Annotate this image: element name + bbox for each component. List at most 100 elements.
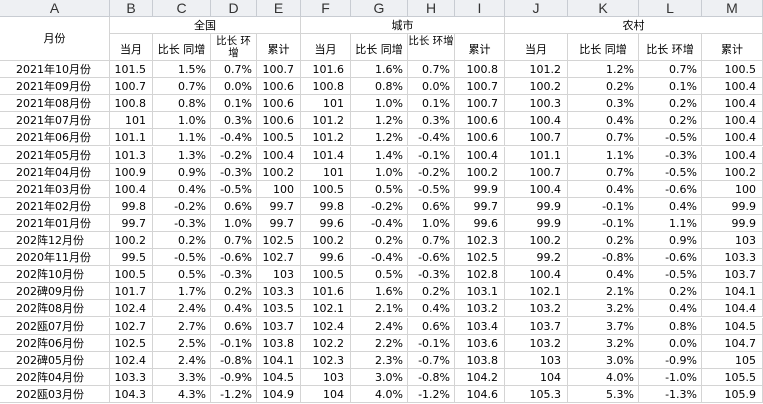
table-cell[interactable]: 0.0%: [639, 334, 702, 352]
table-cell[interactable]: 99.9: [702, 214, 763, 232]
table-cell[interactable]: 103.2: [455, 300, 505, 318]
table-cell[interactable]: 100.2: [702, 163, 763, 181]
table-cell[interactable]: 103.5: [257, 300, 301, 318]
table-cell[interactable]: -0.6%: [639, 180, 702, 198]
table-cell[interactable]: 103.1: [455, 283, 505, 301]
table-cell[interactable]: 100.7: [505, 129, 568, 147]
table-cell[interactable]: 1.0%: [211, 214, 257, 232]
table-cell[interactable]: 1.3%: [153, 146, 211, 164]
table-cell[interactable]: 100.6: [257, 78, 301, 96]
table-cell[interactable]: 103: [301, 368, 351, 386]
table-cell[interactable]: 0.2%: [211, 283, 257, 301]
row-month-label[interactable]: 2021年07月份: [0, 112, 110, 130]
row-month-label[interactable]: 202碑05月份: [0, 351, 110, 369]
column-header-f[interactable]: F: [301, 0, 351, 17]
row-month-label[interactable]: 202阵04月份: [0, 368, 110, 386]
table-cell[interactable]: 99.9: [505, 197, 568, 215]
table-cell[interactable]: -0.3%: [408, 266, 455, 284]
table-cell[interactable]: 99.9: [455, 180, 505, 198]
table-cell[interactable]: 0.8%: [639, 317, 702, 335]
column-header-h[interactable]: H: [408, 0, 455, 17]
table-cell[interactable]: 3.0%: [568, 351, 639, 369]
table-cell[interactable]: -0.8%: [211, 351, 257, 369]
table-cell[interactable]: 0.5%: [153, 266, 211, 284]
table-cell[interactable]: 100.4: [505, 112, 568, 130]
table-cell[interactable]: 99.8: [301, 197, 351, 215]
table-cell[interactable]: 0.4%: [153, 180, 211, 198]
table-cell[interactable]: 103: [505, 351, 568, 369]
table-cell[interactable]: -0.8%: [408, 368, 455, 386]
table-cell[interactable]: 101.1: [110, 129, 153, 147]
table-cell[interactable]: 0.3%: [211, 112, 257, 130]
table-cell[interactable]: -0.5%: [211, 180, 257, 198]
table-cell[interactable]: 1.0%: [351, 95, 408, 113]
table-cell[interactable]: 0.4%: [211, 300, 257, 318]
row-month-label[interactable]: 2021年10月份: [0, 61, 110, 79]
table-cell[interactable]: 103.3: [110, 368, 153, 386]
table-cell[interactable]: 100.4: [455, 146, 505, 164]
table-cell[interactable]: 99.2: [505, 249, 568, 267]
table-cell[interactable]: 99.7: [455, 197, 505, 215]
table-cell[interactable]: -0.1%: [408, 146, 455, 164]
table-cell[interactable]: 0.6%: [408, 317, 455, 335]
table-cell[interactable]: 99.8: [110, 197, 153, 215]
subheader-city-mom[interactable]: 比长 环增: [408, 34, 455, 61]
table-cell[interactable]: 103.3: [257, 283, 301, 301]
column-header-l[interactable]: L: [639, 0, 702, 17]
table-cell[interactable]: 0.7%: [408, 232, 455, 250]
table-cell[interactable]: 102.4: [301, 317, 351, 335]
table-cell[interactable]: 0.7%: [568, 163, 639, 181]
table-cell[interactable]: 0.4%: [639, 300, 702, 318]
table-cell[interactable]: 101.2: [301, 112, 351, 130]
table-cell[interactable]: 102.5: [110, 334, 153, 352]
table-cell[interactable]: 99.9: [505, 214, 568, 232]
table-cell[interactable]: 104: [301, 385, 351, 403]
table-cell[interactable]: 101.6: [301, 283, 351, 301]
table-cell[interactable]: -0.1%: [568, 197, 639, 215]
table-cell[interactable]: 102.5: [455, 249, 505, 267]
table-cell[interactable]: 103: [702, 232, 763, 250]
table-cell[interactable]: 2.5%: [153, 334, 211, 352]
table-cell[interactable]: 1.6%: [351, 283, 408, 301]
table-cell[interactable]: 99.7: [257, 214, 301, 232]
table-cell[interactable]: 100.2: [505, 78, 568, 96]
table-cell[interactable]: 2.3%: [351, 351, 408, 369]
table-cell[interactable]: 0.4%: [568, 112, 639, 130]
table-cell[interactable]: 1.0%: [351, 163, 408, 181]
table-cell[interactable]: 102.1: [505, 283, 568, 301]
group-header-city[interactable]: 城市: [301, 17, 505, 34]
table-cell[interactable]: 0.1%: [639, 78, 702, 96]
table-cell[interactable]: 100.5: [301, 180, 351, 198]
table-cell[interactable]: 1.1%: [153, 129, 211, 147]
table-cell[interactable]: 4.0%: [568, 368, 639, 386]
month-header[interactable]: 月份: [0, 17, 110, 61]
table-cell[interactable]: 104.1: [257, 351, 301, 369]
table-cell[interactable]: 0.2%: [639, 112, 702, 130]
table-cell[interactable]: 0.0%: [408, 78, 455, 96]
table-cell[interactable]: 100.6: [455, 112, 505, 130]
column-header-m[interactable]: M: [702, 0, 763, 17]
table-cell[interactable]: 2.4%: [153, 351, 211, 369]
table-cell[interactable]: 101.7: [110, 283, 153, 301]
table-cell[interactable]: 100.5: [110, 266, 153, 284]
table-cell[interactable]: 0.8%: [153, 95, 211, 113]
row-month-label[interactable]: 2021年09月份: [0, 78, 110, 96]
table-cell[interactable]: -0.6%: [408, 249, 455, 267]
table-cell[interactable]: -0.2%: [351, 197, 408, 215]
table-cell[interactable]: 100.2: [257, 163, 301, 181]
table-cell[interactable]: 1.6%: [351, 61, 408, 79]
table-cell[interactable]: 101.4: [301, 146, 351, 164]
table-cell[interactable]: 99.6: [301, 214, 351, 232]
table-cell[interactable]: 101: [301, 163, 351, 181]
table-cell[interactable]: 102.4: [110, 300, 153, 318]
table-cell[interactable]: -1.2%: [408, 385, 455, 403]
table-cell[interactable]: 103.8: [257, 334, 301, 352]
subheader-city-cum[interactable]: 累计: [455, 34, 505, 61]
table-cell[interactable]: 103.8: [455, 351, 505, 369]
table-cell[interactable]: 100.7: [455, 95, 505, 113]
table-cell[interactable]: 0.7%: [211, 61, 257, 79]
row-month-label[interactable]: 202阵12月份: [0, 232, 110, 250]
table-cell[interactable]: 0.0%: [211, 78, 257, 96]
table-cell[interactable]: 100: [257, 180, 301, 198]
table-cell[interactable]: 105.3: [505, 385, 568, 403]
